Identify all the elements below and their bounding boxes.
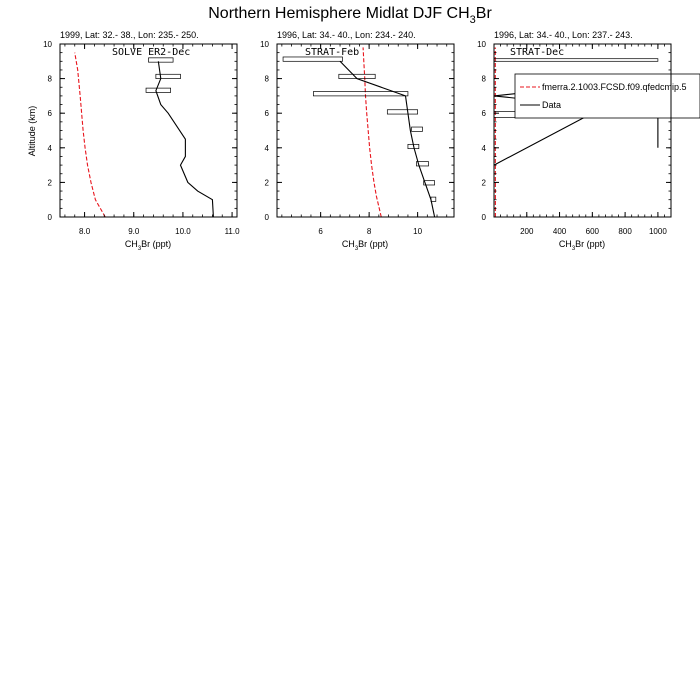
y-tick-label: 2 (48, 178, 53, 187)
x-tick-label: 400 (553, 227, 567, 236)
y-tick-label: 6 (48, 109, 53, 118)
range-box (494, 58, 659, 62)
panel-label: STRAT-Feb (305, 47, 359, 58)
data-series-line (155, 61, 214, 217)
panel-label: SOLVE ER2-Dec (112, 47, 190, 58)
y-tick-label: 4 (482, 144, 487, 153)
range-box (416, 161, 429, 167)
range-box (423, 180, 435, 186)
y-tick-label: 10 (477, 40, 486, 49)
panel-solve-er2: 1999, Lat: 32.- 38., Lon: 235.- 250. Alt… (27, 30, 240, 252)
panel-subtitle: 1996, Lat: 34.- 40., Lon: 234.- 240. (277, 30, 416, 40)
legend-label-model: fmerra.2.1003.FCSD.f09.qfedcmip.5 (542, 82, 687, 92)
range-box (386, 109, 418, 115)
panel-strat-dec: 1996, Lat: 34.- 40., Lon: 237.- 243. CH3… (477, 30, 700, 252)
x-tick-label: 200 (520, 227, 534, 236)
y-tick-label: 4 (48, 144, 53, 153)
range-box (411, 126, 423, 132)
plot-area (74, 52, 214, 217)
plot-frame (59, 43, 238, 218)
range-box (430, 196, 437, 202)
data-series-line (339, 60, 436, 217)
x-tick-label: 800 (618, 227, 632, 236)
range-box (407, 143, 420, 150)
x-tick-label: 10.0 (175, 227, 191, 236)
y-tick-label: 4 (265, 144, 270, 153)
legend-box (514, 73, 700, 119)
y-axis-label: Altitude (km) (27, 106, 37, 157)
x-tick-label: 6 (318, 227, 323, 236)
range-box (282, 56, 343, 62)
y-tick-label: 0 (482, 213, 487, 222)
range-box (155, 73, 181, 79)
y-tick-label: 6 (265, 109, 270, 118)
x-axis-label: CH3Br (ppt) (342, 239, 388, 252)
range-box (313, 91, 409, 97)
legend-label-data: Data (542, 100, 561, 110)
figure-title: Northern Hemisphere Midlat DJF CH3Br (208, 5, 492, 26)
x-axis-label: CH3Br (ppt) (559, 239, 605, 252)
legend: fmerra.2.1003.FCSD.f09.qfedcmip.5 Data (514, 73, 700, 119)
y-tick-label: 2 (265, 178, 270, 187)
panel-subtitle: 1996, Lat: 34.- 40., Lon: 237.- 243. (494, 30, 633, 40)
plot-area (282, 47, 437, 217)
y-tick-label: 0 (265, 213, 270, 222)
range-box (338, 73, 376, 79)
y-tick-label: 10 (43, 40, 52, 49)
x-tick-label: 8 (367, 227, 372, 236)
x-tick-label: 10 (413, 227, 422, 236)
x-tick-label: 8.0 (79, 227, 91, 236)
range-box (145, 87, 171, 93)
model-series-line (74, 52, 106, 217)
y-tick-label: 0 (48, 213, 53, 222)
y-tick-label: 6 (482, 109, 487, 118)
plot-area (494, 47, 659, 217)
panel-strat-feb: 1996, Lat: 34.- 40., Lon: 234.- 240. CH3… (260, 30, 455, 252)
y-tick-label: 8 (482, 75, 487, 84)
panel-subtitle: 1999, Lat: 32.- 38., Lon: 235.- 250. (60, 30, 199, 40)
x-axis-label: CH3Br (ppt) (125, 239, 171, 252)
y-tick-label: 8 (265, 75, 270, 84)
range-box (148, 57, 174, 63)
y-tick-label: 2 (482, 178, 487, 187)
x-tick-label: 600 (586, 227, 600, 236)
plot-frame (493, 43, 672, 218)
y-tick-label: 8 (48, 75, 53, 84)
model-series-line (362, 47, 382, 217)
x-tick-label: 1000 (649, 227, 667, 236)
x-tick-label: 11.0 (225, 227, 241, 236)
plot-frame (276, 43, 455, 218)
panel-label: STRAT-Dec (510, 47, 564, 58)
y-tick-label: 10 (260, 40, 269, 49)
x-tick-label: 9.0 (128, 227, 140, 236)
